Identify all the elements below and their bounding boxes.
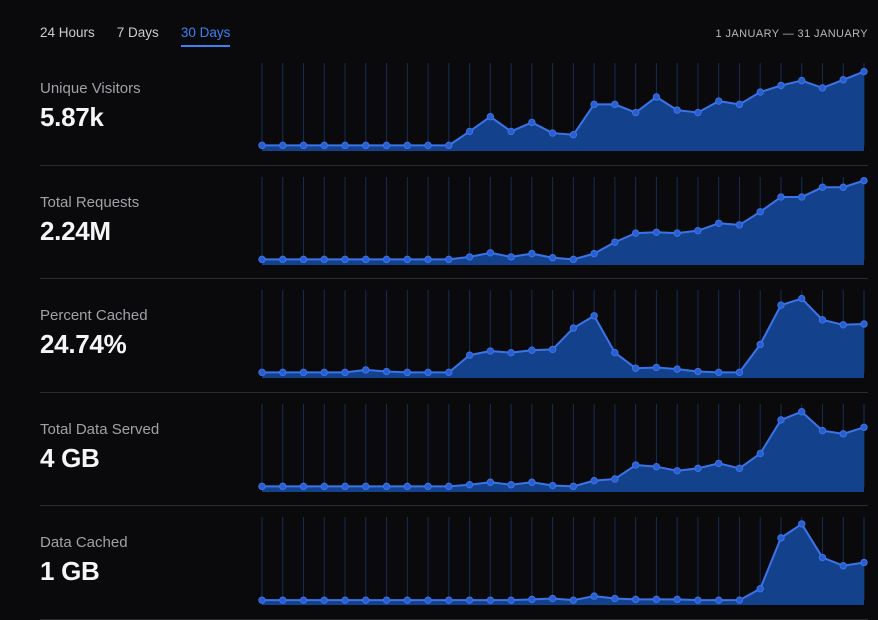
sparkline-chart-percent-cached <box>258 282 868 386</box>
sparkline-chart-data-cached <box>258 509 868 613</box>
time-range-tabs: 24 Hours 7 Days 30 Days <box>40 25 231 47</box>
metric-summary: Unique Visitors 5.87k <box>40 52 240 165</box>
metric-summary: Total Requests 2.24M <box>40 166 240 279</box>
metric-title: Total Data Served <box>40 420 160 438</box>
sparkline-chart-total-requests <box>258 169 868 273</box>
sparkline-chart-unique-visitors <box>258 55 868 159</box>
tab-7-days[interactable]: 7 Days <box>117 25 159 47</box>
tab-24-hours[interactable]: 24 Hours <box>40 25 95 47</box>
metric-value: 2.24M <box>40 215 111 246</box>
metric-row-percent-cached: Percent Cached 24.74% <box>40 279 868 393</box>
metric-row-total-requests: Total Requests 2.24M <box>40 166 868 279</box>
metric-summary: Total Data Served 4 GB <box>40 393 240 506</box>
metric-summary: Percent Cached 24.74% <box>40 279 240 392</box>
metric-title: Data Cached <box>40 534 128 551</box>
metric-summary: Data Cached 1 GB <box>40 506 240 619</box>
tab-30-days[interactable]: 30 Days <box>180 25 231 47</box>
metric-value: 24.74% <box>40 329 127 359</box>
metric-title: Unique Visitors <box>40 80 141 97</box>
metric-row-data-cached: Data Cached 1 GB <box>40 506 868 620</box>
metric-title: Total Requests <box>40 193 140 211</box>
metric-title: Percent Cached <box>40 307 148 324</box>
metric-value: 4 GB <box>40 442 100 473</box>
metric-row-unique-visitors: Unique Visitors 5.87k <box>40 52 868 166</box>
metric-value: 5.87k <box>40 102 104 132</box>
sparkline-chart-total-data-served <box>258 396 868 500</box>
date-range-label: 1 JANUARY — 31 JANUARY <box>715 28 868 40</box>
metric-row-total-data-served: Total Data Served 4 GB <box>40 393 868 506</box>
metric-value: 1 GB <box>40 556 100 586</box>
analytics-header: 24 Hours 7 Days 30 Days 1 JANUARY — 31 J… <box>0 0 878 52</box>
